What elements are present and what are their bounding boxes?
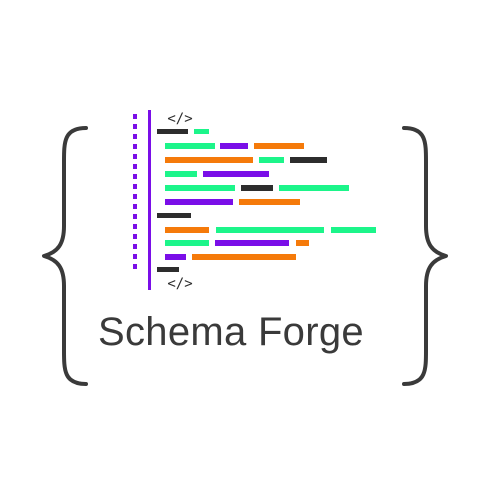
code-bar [239, 199, 300, 205]
right-brace-icon [402, 126, 448, 386]
code-bar [254, 143, 304, 149]
code-bar [165, 199, 233, 205]
code-bar [165, 240, 209, 246]
code-bar [165, 143, 215, 149]
code-tag-close-icon: </> [167, 276, 192, 292]
code-bar [203, 171, 269, 177]
code-bar [192, 254, 296, 260]
gutter-line [148, 110, 151, 290]
code-bar [220, 143, 248, 149]
code-tag-open-icon: </> [167, 111, 192, 127]
code-bar [165, 171, 197, 177]
code-bar [165, 185, 235, 191]
code-bar [216, 227, 324, 233]
code-bar [259, 157, 284, 163]
code-bar [157, 267, 179, 272]
code-bar [279, 185, 349, 191]
code-bar [194, 129, 209, 134]
code-bar [241, 185, 273, 191]
dotted-guide-line [133, 114, 137, 269]
code-bar [215, 240, 289, 246]
code-bar [157, 129, 188, 134]
code-bar [157, 213, 191, 218]
code-lines [157, 129, 376, 272]
code-bar [290, 157, 327, 163]
brand-name: Schema Forge [98, 310, 364, 354]
code-bar [165, 254, 186, 260]
left-brace-icon [42, 126, 88, 386]
code-bar [165, 227, 209, 233]
code-bar [296, 240, 309, 246]
code-bar [331, 227, 376, 233]
code-bar [165, 157, 253, 163]
